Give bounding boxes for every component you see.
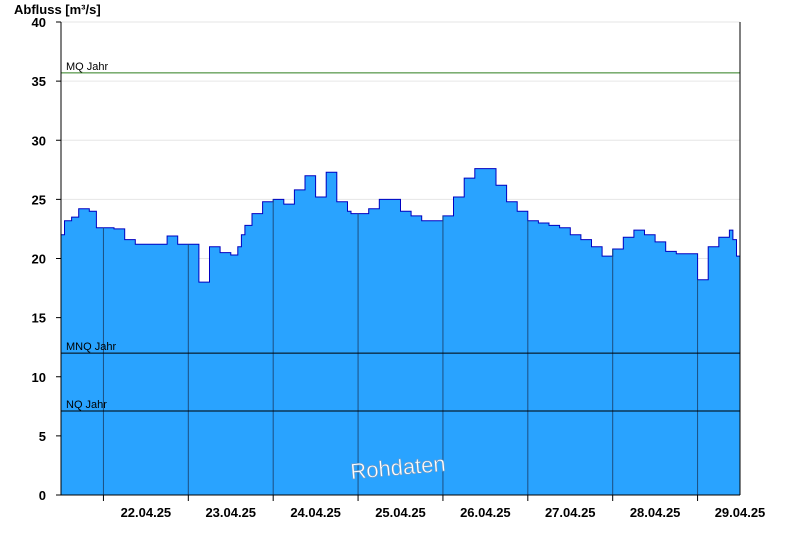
- y-tick-label: 0: [39, 488, 46, 503]
- y-tick-label: 5: [39, 429, 46, 444]
- y-ticks: 0 5 10 15 20 25 30 35 40: [32, 15, 61, 503]
- x-ticks: 22.04.25 23.04.25 24.04.25 25.04.25 26.04.25…: [102, 495, 766, 520]
- x-tick-label: 28.04.25: [630, 505, 681, 520]
- day-separators: [102, 199, 699, 495]
- x-tick-label: 24.04.25: [290, 505, 341, 520]
- discharge-area: [61, 168, 740, 495]
- y-tick-label: 10: [32, 370, 46, 385]
- x-tick-label: 26.04.25: [460, 505, 511, 520]
- y-tick-label: 25: [32, 192, 46, 207]
- y-tick-label: 30: [32, 133, 46, 148]
- y-tick-label: 35: [32, 74, 46, 89]
- reference-line-label: MNQ Jahr: [66, 341, 116, 353]
- y-tick-label: 20: [32, 252, 46, 267]
- y-axis-label: Abfluss [m³/s]: [14, 2, 101, 17]
- y-tick-label: 40: [32, 15, 46, 30]
- x-tick-label: 23.04.25: [205, 505, 256, 520]
- x-tick-label: 22.04.25: [121, 505, 172, 520]
- x-tick-label: 25.04.25: [375, 505, 426, 520]
- x-tick-label: 27.04.25: [545, 505, 596, 520]
- x-tick-label: 29.04.25: [715, 505, 766, 520]
- discharge-line: [61, 168, 741, 283]
- reference-lines: MQ Jahr MNQ Jahr NQ Jahr: [61, 61, 740, 412]
- reference-line-label: MQ Jahr: [66, 61, 109, 73]
- reference-line-label: NQ Jahr: [66, 399, 107, 411]
- y-tick-label: 15: [32, 311, 46, 326]
